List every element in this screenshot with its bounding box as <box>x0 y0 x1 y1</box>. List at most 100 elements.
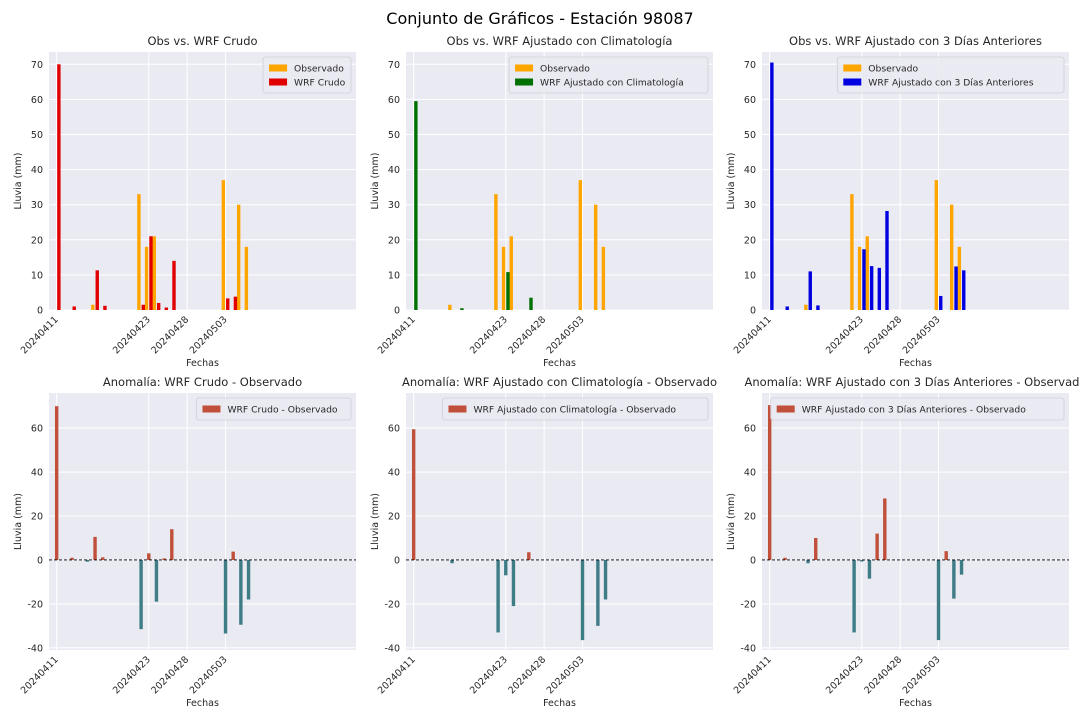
x-tick-label: 20240423 <box>468 654 510 696</box>
bar-1-4 <box>93 536 97 560</box>
bar-2-4 <box>816 305 820 310</box>
legend: WRF Crudo - Observado <box>196 397 352 421</box>
y-tick-label: 40 <box>388 468 400 479</box>
x-tick-label: 20240411 <box>376 654 418 696</box>
bar-2-10 <box>226 298 230 310</box>
bar-1-8 <box>596 559 600 626</box>
bar-1-7 <box>147 553 151 560</box>
bar-1-6 <box>949 204 954 310</box>
y-tick-label: 60 <box>388 95 400 106</box>
x-tick-label: 20240423 <box>111 314 153 356</box>
bar-2-11 <box>962 270 966 310</box>
x-tick-label: 20240428 <box>149 654 191 696</box>
bar-2-8 <box>164 307 169 310</box>
bar-2-9 <box>939 295 943 310</box>
y-tick-label: -40 <box>27 643 43 654</box>
legend-swatch <box>269 78 288 86</box>
x-tick-label: 20240411 <box>19 314 61 356</box>
bar-1-7 <box>580 559 585 641</box>
bar-1-1 <box>54 406 59 560</box>
x-axis-label: Fechas <box>543 358 576 369</box>
y-tick-label: 20 <box>744 235 756 246</box>
x-tick-label: 20240503 <box>545 654 587 696</box>
x-tick-label: 20240411 <box>732 654 774 696</box>
bar-1-4 <box>504 559 508 576</box>
bar-1-4 <box>865 236 869 310</box>
legend-label: WRF Crudo - Observado <box>227 404 337 415</box>
bar-2-5 <box>862 249 866 310</box>
y-tick-label: 20 <box>388 512 400 523</box>
bar-1-7 <box>244 246 249 310</box>
bar-1-7 <box>867 559 872 579</box>
bar-2-10 <box>954 266 958 310</box>
bar-1-10 <box>936 559 941 641</box>
bar-1-3 <box>496 559 500 633</box>
y-tick-label: 10 <box>388 270 400 281</box>
chart-panel-2: 0 10 20 30 40 50 60 70 20240411 20240423202404282… <box>370 34 713 369</box>
legend-label: WRF Ajustado con Climatología <box>540 77 684 88</box>
legend-swatch <box>515 78 534 86</box>
plot-area <box>762 393 1069 650</box>
x-tick-label: 20240503 <box>545 314 587 356</box>
bar-1-2 <box>494 194 498 310</box>
bar-1-9 <box>162 558 166 560</box>
y-tick-label: 50 <box>388 130 400 141</box>
y-tick-label: 30 <box>388 200 400 211</box>
chart-panel-1: 0 10 20 30 40 50 60 70 20240411 20240423202404282… <box>13 34 356 369</box>
bar-1-2 <box>137 194 141 310</box>
legend-swatch <box>776 405 795 413</box>
x-axis-label: Fechas <box>899 698 932 709</box>
chart-title: Anomalía: WRF Ajustado con 3 Días Anteri… <box>745 375 1080 389</box>
bar-1-1 <box>91 304 95 310</box>
bar-1-12 <box>952 559 956 599</box>
x-tick-label: 20240423 <box>824 314 866 356</box>
bar-2-2 <box>785 306 789 310</box>
y-tick-label: -40 <box>740 643 756 654</box>
x-tick-label: 20240428 <box>862 314 904 356</box>
legend-box <box>770 397 1065 421</box>
x-tick-label: 20240503 <box>188 314 230 356</box>
y-axis-label: Lluvia (mm) <box>13 153 24 210</box>
legend-swatch <box>269 64 288 72</box>
chart-title: Obs vs. WRF Ajustado con 3 Días Anterior… <box>789 34 1042 48</box>
legend-box <box>508 56 709 94</box>
legend-swatch <box>843 64 862 72</box>
bar-1-6 <box>860 559 864 562</box>
x-axis-label: Fechas <box>186 698 219 709</box>
legend-swatch <box>448 405 467 413</box>
x-tick-label: 20240428 <box>506 654 548 696</box>
legend-swatch <box>202 405 221 413</box>
chart-panel-4: -40 -20 0 20 40 60 20240411 2024042320240428202… <box>13 375 356 709</box>
bar-1-2 <box>450 559 454 564</box>
y-axis-label: Lluvia (mm) <box>370 153 381 210</box>
bar-1-3 <box>501 246 506 310</box>
x-tick-label: 20240411 <box>19 654 61 696</box>
x-tick-label: 20240428 <box>506 314 548 356</box>
y-tick-label: 40 <box>744 468 756 479</box>
bar-1-9 <box>603 559 608 600</box>
bar-2-3 <box>808 271 812 310</box>
y-tick-label: 60 <box>388 424 400 435</box>
bar-1-1 <box>767 405 772 560</box>
y-tick-label: 0 <box>37 555 43 566</box>
x-axis-label: Fechas <box>543 698 576 709</box>
legend-label: Observado <box>868 63 918 74</box>
bar-1-2 <box>783 557 787 560</box>
bar-1-1 <box>804 304 808 310</box>
legend-label: WRF Ajustado con 3 Días Anteriores - Obs… <box>802 404 1027 415</box>
chart-title: Anomalía: WRF Ajustado con Climatología … <box>402 375 717 389</box>
x-tick-label: 20240503 <box>901 314 943 356</box>
y-tick-label: 50 <box>744 130 756 141</box>
bar-1-4 <box>152 236 156 310</box>
bar-2-2 <box>460 308 464 310</box>
y-tick-label: -20 <box>384 599 400 610</box>
legend: WRF Ajustado con 3 Días Anteriores - Obs… <box>770 397 1065 421</box>
plot-area <box>49 393 356 650</box>
bar-1-6 <box>139 559 143 630</box>
bar-1-3 <box>85 559 90 562</box>
y-axis-label: Lluvia (mm) <box>726 153 737 210</box>
y-tick-label: 30 <box>744 200 756 211</box>
bar-1-2 <box>850 194 854 310</box>
bar-1-4 <box>509 236 513 310</box>
